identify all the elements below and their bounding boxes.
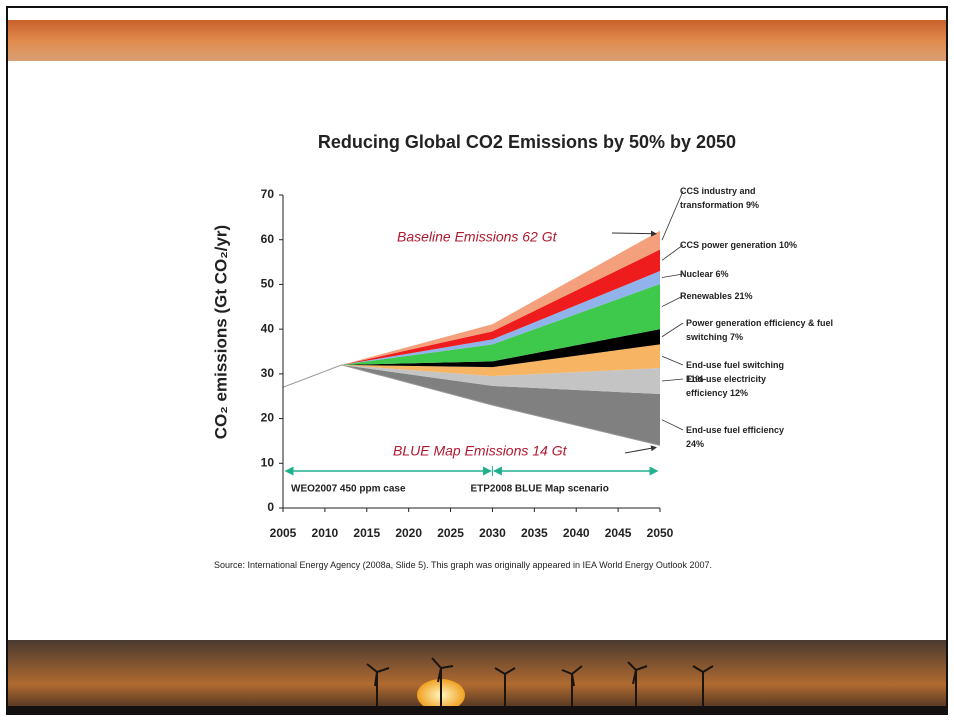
footer-image [8, 640, 946, 714]
scenario-label: WEO2007 450 ppm case [291, 484, 406, 495]
wind-turbines [366, 657, 714, 714]
header-band [8, 20, 946, 61]
x-tick-label: 2035 [521, 526, 548, 540]
label-leader [661, 378, 684, 382]
wedge-label: End-use electricity efficiency 12% [686, 374, 767, 398]
y-tick-label: 70 [261, 187, 275, 201]
label-leader [661, 273, 684, 278]
wedge-label: Power generation efficiency & fuel switc… [686, 318, 834, 342]
wedge-label: End-use fuel switching 11% [686, 360, 785, 384]
ground [8, 706, 946, 714]
baseline-label: Baseline Emissions 62 Gt [397, 229, 558, 245]
label-leader [661, 419, 684, 431]
scenario-label: ETP2008 BLUE Map scenario [470, 484, 608, 495]
x-tick-label: 2025 [437, 526, 464, 540]
label-leader [661, 190, 684, 241]
y-tick-label: 30 [261, 366, 275, 380]
x-tick-label: 2010 [312, 526, 339, 540]
x-tick-label: 2045 [605, 526, 632, 540]
area-wedge [283, 364, 660, 394]
area-wedge [283, 364, 660, 446]
wedge-label: Nuclear 6% [680, 269, 729, 279]
wedge-label: End-use fuel efficiency 24% [686, 425, 785, 449]
wedge-label: Renewables 21% [680, 291, 753, 301]
y-tick-label: 40 [261, 321, 275, 335]
y-tick-label: 0 [267, 500, 274, 514]
label-leader [661, 322, 684, 338]
label-leader [661, 244, 684, 261]
blue-map-label: BLUE Map Emissions 14 Gt [393, 443, 568, 459]
x-tick-label: 2015 [353, 526, 380, 540]
annot-arrow [624, 445, 657, 454]
x-tick-label: 2030 [479, 526, 506, 540]
y-tick-label: 50 [261, 277, 275, 291]
wedge-label: CCS power generation 10% [680, 240, 798, 250]
annot-arrow [611, 230, 657, 237]
y-tick-label: 60 [261, 232, 275, 246]
wedge-label: CCS industry and transformation 9% [680, 186, 760, 210]
y-axis-label: CO₂ emissions (Gt CO₂/yr) [211, 225, 230, 439]
x-tick-label: 2020 [395, 526, 422, 540]
x-tick-label: 2050 [647, 526, 674, 540]
blue-map-line [282, 364, 661, 446]
label-leader [661, 355, 684, 366]
area-wedge [283, 344, 660, 388]
chart-title: Reducing Global CO2 Emissions by 50% by … [318, 132, 736, 152]
source-note: Source: International Energy Agency (200… [214, 560, 712, 570]
area-wedge [283, 283, 660, 388]
y-tick-label: 20 [261, 411, 275, 425]
x-tick-label: 2005 [270, 526, 297, 540]
label-leader [661, 295, 684, 307]
y-tick-label: 10 [261, 455, 275, 469]
x-tick-label: 2040 [563, 526, 590, 540]
